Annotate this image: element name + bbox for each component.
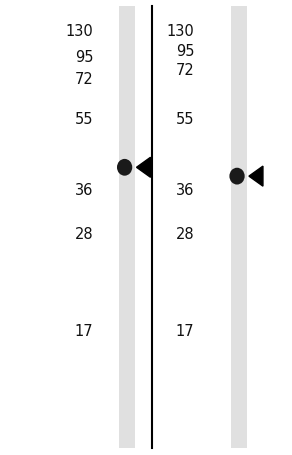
Text: 55: 55 — [75, 112, 93, 127]
Bar — [231, 7, 247, 448]
Text: 17: 17 — [175, 324, 194, 339]
Text: 130: 130 — [166, 24, 194, 39]
Text: 36: 36 — [75, 182, 93, 197]
Text: 55: 55 — [176, 112, 194, 127]
Text: 72: 72 — [75, 72, 93, 87]
Polygon shape — [249, 167, 263, 187]
Polygon shape — [137, 158, 151, 178]
Text: 28: 28 — [175, 227, 194, 242]
Text: 130: 130 — [66, 24, 93, 39]
Text: 28: 28 — [75, 227, 93, 242]
Bar — [119, 7, 135, 448]
Text: 72: 72 — [175, 63, 194, 78]
Ellipse shape — [117, 160, 132, 176]
Text: 95: 95 — [75, 50, 93, 65]
Text: 17: 17 — [75, 324, 93, 339]
Text: 95: 95 — [176, 44, 194, 58]
Text: 36: 36 — [176, 182, 194, 197]
Ellipse shape — [230, 168, 245, 185]
